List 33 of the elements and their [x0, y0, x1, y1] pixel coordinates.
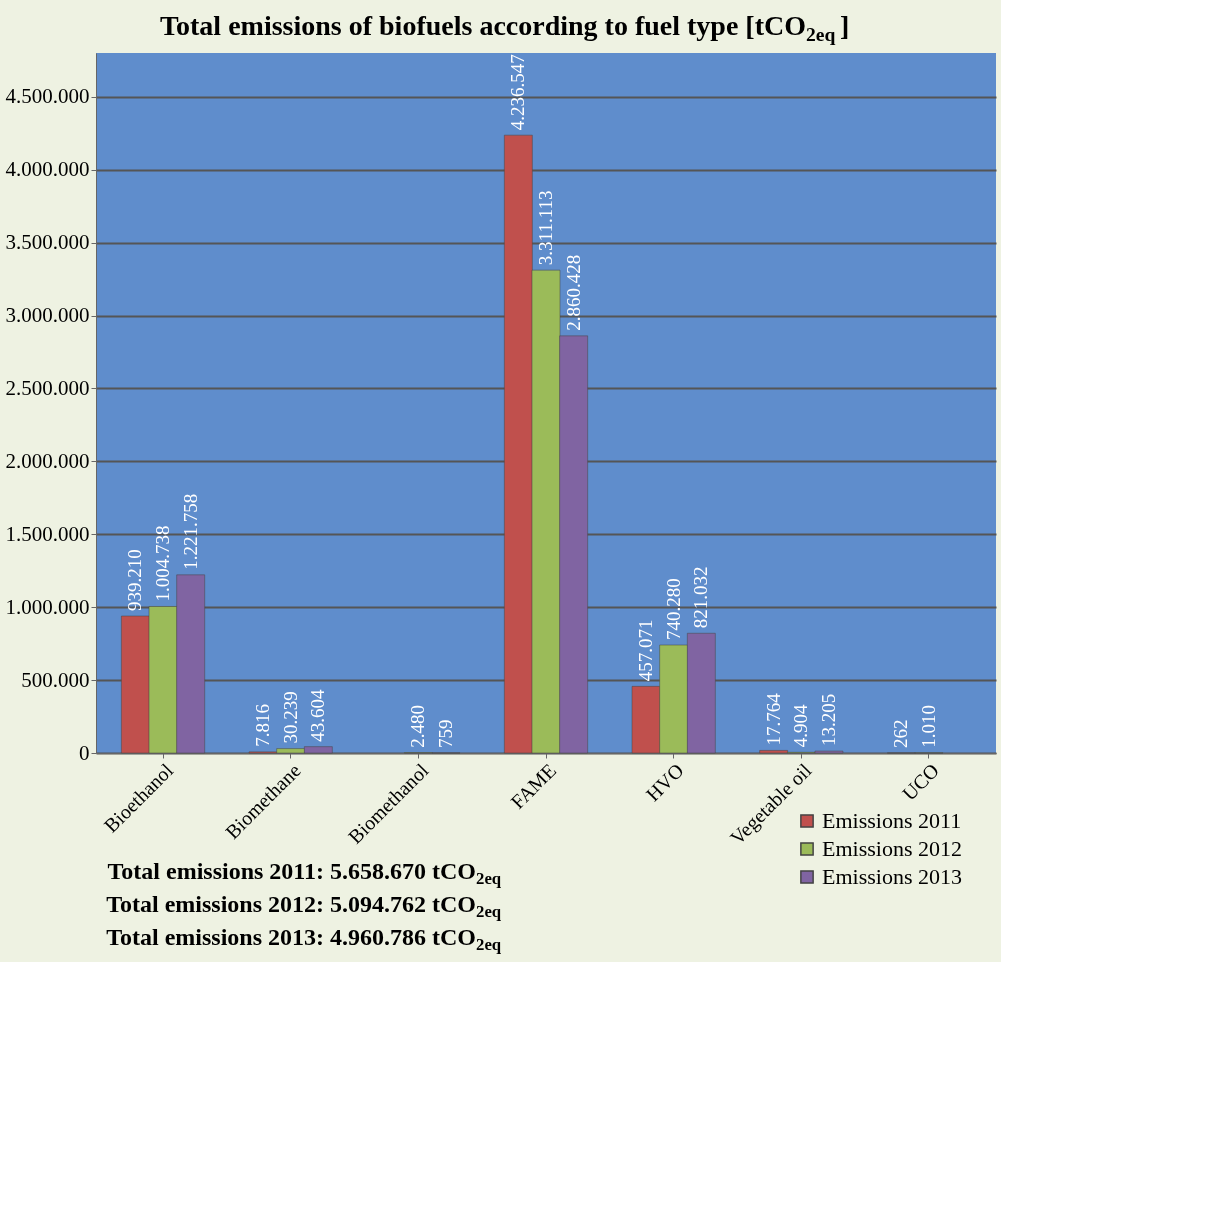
y-tick-label: 2.000.000: [5, 448, 90, 473]
x-tick-label: UCO: [897, 759, 944, 805]
data-label: 2.480: [407, 704, 429, 748]
data-label: 821.032: [690, 566, 712, 629]
data-label: 1.221.758: [179, 493, 201, 570]
data-label: 262: [890, 719, 912, 748]
data-label: 4.236.547: [507, 54, 529, 131]
y-tick-label: 3.500.000: [5, 230, 90, 255]
data-label: 1.004.738: [152, 525, 174, 602]
data-label: 30.239: [279, 691, 301, 744]
data-label: 13.205: [817, 693, 839, 747]
data-label: 7.816: [252, 704, 274, 747]
data-label: 457.071: [635, 619, 656, 682]
y-tick-label: 3.000.000: [5, 303, 90, 327]
y-tick-label: 1.500.000: [5, 521, 90, 546]
data-label: 4.904: [790, 704, 812, 748]
data-label: 740.280: [662, 578, 684, 641]
y-tick-label: 4.500.000: [5, 84, 90, 109]
y-tick-label: 4.000.000: [5, 157, 90, 182]
legend-label: Emissions 2011: [822, 808, 962, 833]
legend-label: Emissions 2013: [822, 864, 962, 889]
data-label: 3.311.113: [535, 190, 556, 266]
data-label: 17.764: [762, 692, 784, 746]
legend-label: Emissions 2012: [822, 836, 962, 861]
data-label: 759: [435, 719, 456, 748]
data-label: 1.010: [917, 705, 939, 748]
y-tick-label: 2.500.000: [5, 375, 90, 400]
y-tick-label: 0: [79, 740, 90, 765]
y-tick-label: 500.000: [21, 667, 90, 692]
data-label: 43.604: [307, 688, 329, 742]
data-label: 939.210: [124, 549, 146, 612]
y-tick-label: 1.000.000: [5, 594, 90, 619]
data-label: 2.860.428: [562, 254, 584, 331]
